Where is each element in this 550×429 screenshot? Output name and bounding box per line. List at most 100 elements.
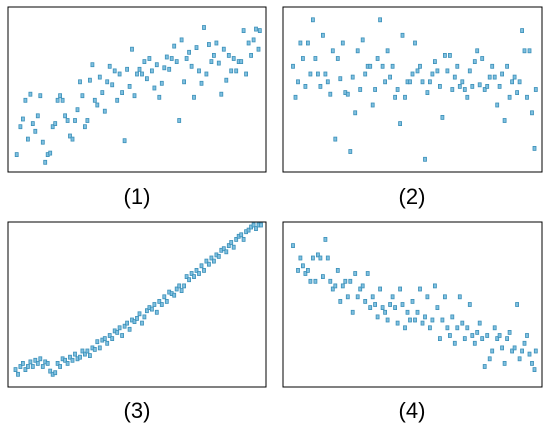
scatter-point bbox=[457, 294, 462, 300]
scatter-point bbox=[398, 121, 403, 126]
scatter-point bbox=[482, 364, 487, 369]
scatter-point bbox=[125, 66, 129, 72]
scatter-point bbox=[162, 65, 167, 71]
scatter-point bbox=[440, 317, 445, 323]
scatter-point bbox=[78, 79, 82, 85]
scatter-point bbox=[490, 348, 495, 354]
scatter-point bbox=[194, 45, 199, 50]
scatter-point bbox=[512, 345, 517, 351]
scatter-point bbox=[435, 68, 440, 74]
scatter-point bbox=[35, 113, 40, 119]
scatter-point bbox=[241, 28, 246, 34]
scatter-panel-4: (4) bbox=[282, 221, 543, 423]
scatter-point bbox=[216, 60, 221, 66]
scatter-point bbox=[159, 302, 164, 307]
scatter-point bbox=[375, 314, 380, 320]
scatter-point bbox=[204, 71, 209, 77]
scatter-point bbox=[18, 124, 23, 130]
panel-label: (1) bbox=[124, 184, 151, 209]
scatter-point bbox=[497, 333, 502, 338]
scatter-point bbox=[395, 87, 400, 92]
scatter-point bbox=[345, 294, 350, 300]
scatter-point bbox=[88, 353, 92, 359]
scatter-point bbox=[308, 71, 313, 77]
scatter-point bbox=[105, 79, 110, 85]
scatter-point bbox=[305, 267, 310, 273]
scatter-point bbox=[142, 314, 147, 320]
scatter-point bbox=[465, 325, 470, 331]
scatter-point bbox=[189, 271, 194, 276]
scatter-point bbox=[470, 84, 475, 89]
scatter-point bbox=[308, 278, 313, 284]
scatter-point bbox=[73, 351, 77, 357]
scatter-point bbox=[137, 66, 142, 72]
scatter-point bbox=[55, 360, 60, 366]
scatter-point bbox=[320, 274, 325, 280]
scatter-point bbox=[365, 271, 370, 276]
scatter-point bbox=[120, 90, 124, 95]
scatter-point bbox=[413, 40, 417, 46]
scatter-point bbox=[120, 333, 124, 338]
scatter-point bbox=[475, 48, 480, 54]
scatter-point bbox=[485, 333, 490, 338]
scatter-point bbox=[257, 28, 262, 34]
scatter-point bbox=[408, 317, 412, 323]
scatter-point bbox=[300, 263, 305, 269]
scatter-point bbox=[60, 97, 65, 103]
scatter-point bbox=[202, 25, 206, 30]
scatter-point bbox=[477, 320, 482, 326]
scatter-point bbox=[97, 345, 102, 351]
scatter-point bbox=[517, 356, 522, 362]
scatter-point bbox=[219, 91, 224, 97]
scatter-point bbox=[427, 79, 432, 85]
scatter-point bbox=[157, 298, 162, 304]
scatter-point bbox=[388, 302, 393, 307]
scatter-point bbox=[221, 46, 226, 52]
scatter-point bbox=[246, 227, 251, 233]
scatter-point bbox=[231, 56, 236, 61]
panel-label: (3) bbox=[124, 398, 151, 423]
scatter-point bbox=[328, 91, 333, 97]
scatter-point bbox=[477, 82, 482, 88]
scatter-point bbox=[40, 364, 45, 369]
plot-frame bbox=[7, 221, 267, 388]
scatter-point bbox=[330, 48, 335, 54]
scatter-point bbox=[167, 66, 172, 72]
scatter-point bbox=[152, 302, 157, 307]
scatter-point bbox=[440, 115, 445, 120]
scatter-point bbox=[112, 68, 117, 74]
scatter-point bbox=[117, 325, 122, 331]
scatter-point bbox=[533, 87, 538, 92]
scatter-point bbox=[296, 79, 300, 85]
scatter-point bbox=[410, 71, 415, 77]
scatter-point bbox=[105, 340, 110, 346]
scatter-point bbox=[182, 79, 187, 85]
scatter-point bbox=[345, 91, 350, 97]
scatter-point bbox=[395, 320, 400, 326]
scatter-point bbox=[305, 40, 310, 46]
scatter-point bbox=[25, 364, 30, 369]
scatter-point bbox=[532, 367, 537, 373]
scatter-point bbox=[495, 102, 500, 108]
scatter-point bbox=[30, 121, 35, 126]
scatter-point bbox=[505, 336, 510, 342]
scatter-point bbox=[533, 348, 538, 354]
scatter-point bbox=[40, 139, 45, 145]
scatter-point bbox=[73, 118, 77, 123]
scatter-point bbox=[214, 40, 219, 46]
scatter-point bbox=[30, 364, 35, 369]
scatter-point bbox=[505, 63, 510, 69]
scatter-point bbox=[298, 255, 303, 261]
scatter-point bbox=[432, 59, 437, 64]
scatter-point bbox=[330, 286, 335, 292]
scatter-point bbox=[256, 46, 261, 52]
scatter-point bbox=[388, 74, 393, 80]
scatter-point bbox=[462, 87, 467, 92]
panel-label: (2) bbox=[399, 184, 426, 209]
scatter-point bbox=[291, 63, 295, 69]
scatter-point bbox=[413, 317, 417, 323]
scatter-point bbox=[415, 309, 420, 315]
scatter-point bbox=[169, 56, 174, 61]
scatter-point bbox=[251, 222, 256, 228]
scatter-point bbox=[174, 286, 179, 292]
